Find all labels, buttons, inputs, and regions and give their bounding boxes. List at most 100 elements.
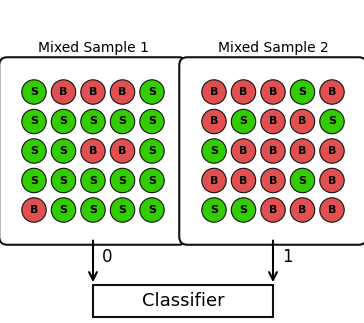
Circle shape (290, 139, 315, 163)
Text: B: B (239, 87, 248, 97)
Circle shape (320, 139, 344, 163)
Text: S: S (298, 87, 306, 97)
Text: S: S (328, 117, 336, 127)
FancyBboxPatch shape (93, 285, 273, 317)
Circle shape (81, 198, 105, 222)
Text: S: S (148, 87, 156, 97)
Circle shape (231, 139, 256, 163)
Text: S: S (148, 146, 156, 156)
Circle shape (231, 168, 256, 193)
Circle shape (140, 109, 164, 134)
Text: B: B (118, 146, 127, 156)
Circle shape (290, 109, 315, 134)
FancyBboxPatch shape (179, 57, 364, 245)
Circle shape (290, 80, 315, 104)
Circle shape (22, 168, 46, 193)
Text: S: S (210, 146, 218, 156)
Text: S: S (30, 175, 38, 185)
Circle shape (110, 80, 135, 104)
Circle shape (290, 168, 315, 193)
Text: S: S (148, 175, 156, 185)
Circle shape (261, 109, 285, 134)
Circle shape (202, 198, 226, 222)
Circle shape (231, 198, 256, 222)
Circle shape (261, 198, 285, 222)
Text: B: B (30, 205, 38, 215)
Text: 0: 0 (102, 248, 112, 266)
Text: S: S (59, 146, 67, 156)
Text: Mixed Sample 1: Mixed Sample 1 (37, 41, 149, 55)
Circle shape (110, 168, 135, 193)
Circle shape (51, 139, 76, 163)
Text: B: B (328, 205, 336, 215)
Text: B: B (269, 87, 277, 97)
Circle shape (290, 198, 315, 222)
Text: S: S (89, 175, 97, 185)
Text: Mixed Sample 2: Mixed Sample 2 (218, 41, 328, 55)
Circle shape (140, 139, 164, 163)
Circle shape (81, 168, 105, 193)
Circle shape (51, 168, 76, 193)
Text: B: B (239, 175, 248, 185)
Text: B: B (239, 146, 248, 156)
Circle shape (202, 168, 226, 193)
Text: S: S (59, 175, 67, 185)
Circle shape (81, 80, 105, 104)
Circle shape (81, 109, 105, 134)
Text: S: S (89, 205, 97, 215)
Circle shape (261, 168, 285, 193)
Circle shape (140, 80, 164, 104)
Text: B: B (210, 175, 218, 185)
Text: B: B (269, 205, 277, 215)
Text: B: B (298, 205, 307, 215)
Text: S: S (240, 205, 248, 215)
Text: B: B (269, 146, 277, 156)
Text: B: B (328, 146, 336, 156)
Circle shape (51, 80, 76, 104)
Text: Classifier: Classifier (142, 292, 224, 310)
Circle shape (231, 80, 256, 104)
Text: S: S (298, 175, 306, 185)
Circle shape (110, 198, 135, 222)
Text: S: S (30, 117, 38, 127)
Text: S: S (30, 87, 38, 97)
Circle shape (140, 198, 164, 222)
Text: S: S (59, 117, 67, 127)
Text: B: B (298, 117, 307, 127)
Text: B: B (328, 175, 336, 185)
Text: B: B (59, 87, 68, 97)
Text: B: B (328, 87, 336, 97)
Circle shape (22, 109, 46, 134)
Text: S: S (89, 117, 97, 127)
Text: 1: 1 (282, 248, 293, 266)
Circle shape (261, 80, 285, 104)
Text: B: B (89, 146, 97, 156)
Circle shape (51, 198, 76, 222)
Circle shape (202, 80, 226, 104)
Circle shape (202, 109, 226, 134)
Text: B: B (298, 146, 307, 156)
Circle shape (22, 139, 46, 163)
Circle shape (140, 168, 164, 193)
Circle shape (231, 109, 256, 134)
Circle shape (51, 109, 76, 134)
Circle shape (22, 80, 46, 104)
Text: S: S (240, 117, 248, 127)
Circle shape (320, 80, 344, 104)
Circle shape (320, 168, 344, 193)
Text: S: S (30, 146, 38, 156)
Text: S: S (148, 205, 156, 215)
Text: B: B (118, 87, 127, 97)
Circle shape (110, 109, 135, 134)
Text: B: B (269, 175, 277, 185)
Circle shape (110, 139, 135, 163)
Text: S: S (119, 205, 127, 215)
Text: S: S (59, 205, 67, 215)
Text: B: B (210, 87, 218, 97)
Text: S: S (148, 117, 156, 127)
Text: S: S (210, 205, 218, 215)
Circle shape (22, 198, 46, 222)
Circle shape (320, 109, 344, 134)
Circle shape (320, 198, 344, 222)
Circle shape (261, 139, 285, 163)
